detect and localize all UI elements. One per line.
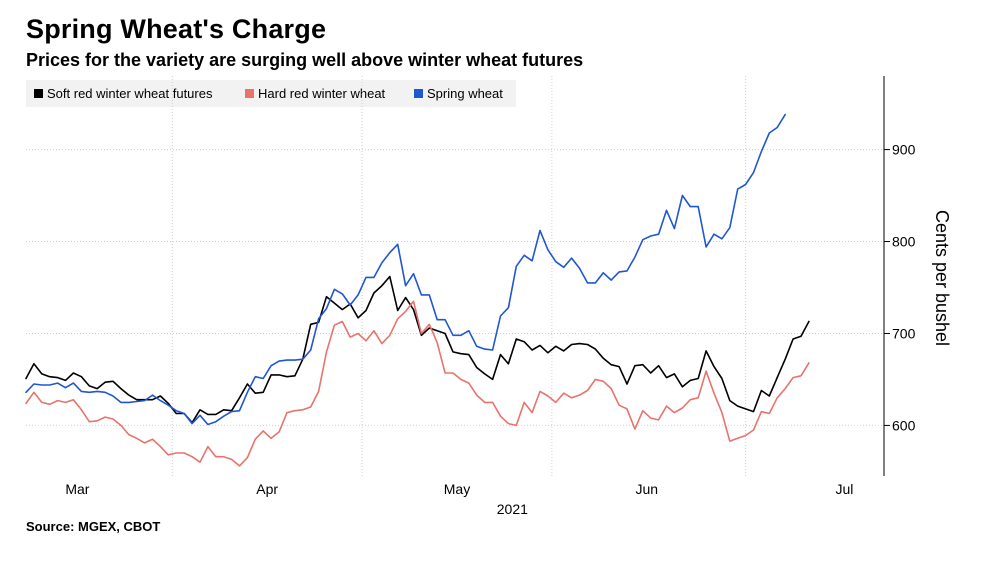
legend-item-spring-wheat: Spring wheat [414, 80, 503, 107]
y-tick-label-800: 800 [892, 234, 916, 250]
series-line-spring-wheat [25, 113, 787, 426]
x-tick-label-may: May [444, 481, 470, 497]
legend-label-hard-red-winter: Hard red winter wheat [258, 86, 386, 101]
axis-layer: 600 700 800 900 Mar Apr May Jun Jul 2021 Cents per… [65, 76, 952, 517]
x-tick-label-apr: Apr [256, 481, 278, 497]
series-layer [25, 113, 810, 467]
legend-swatch-soft-red-winter [34, 89, 43, 98]
grid-layer [26, 76, 884, 476]
series-line-hard-red-winter [25, 300, 810, 467]
x-axis-label: 2021 [497, 501, 528, 517]
legend-label-soft-red-winter: Soft red winter wheat futures [47, 86, 213, 101]
chart-title: Spring Wheat's Charge [26, 14, 327, 44]
chart-legend: Soft red winter wheat futures Hard red w… [26, 80, 516, 107]
legend-item-soft-red-winter: Soft red winter wheat futures [34, 80, 212, 107]
chart-subtitle: Prices for the variety are surging well … [26, 50, 584, 70]
legend-label-spring-wheat: Spring wheat [427, 86, 503, 101]
legend-swatch-spring-wheat [414, 89, 423, 98]
source-note: Source: MGEX, CBOT [26, 519, 161, 534]
x-tick-label-jul: Jul [836, 481, 854, 497]
y-axis-title: Cents per bushel [932, 210, 952, 346]
y-tick-label-900: 900 [892, 142, 916, 158]
y-tick-label-700: 700 [892, 325, 916, 341]
x-tick-label-mar: Mar [65, 481, 89, 497]
y-tick-label-600: 600 [892, 417, 916, 433]
x-tick-label-jun: Jun [635, 481, 658, 497]
legend-swatch-hard-red-winter [245, 89, 254, 98]
legend-item-hard-red-winter: Hard red winter wheat [245, 80, 385, 107]
